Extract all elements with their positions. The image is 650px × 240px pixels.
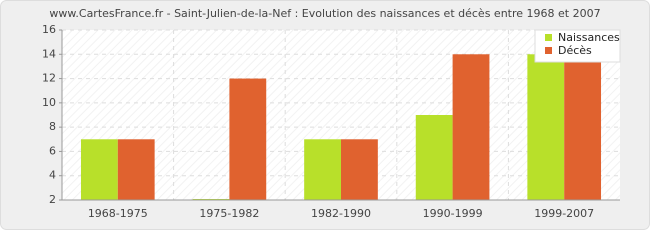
x-tick-label: 1999-2007 bbox=[534, 207, 594, 220]
bar bbox=[304, 139, 341, 200]
y-tick-label: 6 bbox=[49, 144, 56, 157]
x-tick-label: 1968-1975 bbox=[88, 207, 148, 220]
legend-label: Naissances bbox=[558, 31, 620, 44]
bar bbox=[80, 139, 118, 200]
legend-box bbox=[534, 29, 621, 63]
y-tick-label: 10 bbox=[42, 96, 56, 109]
legend-swatch bbox=[545, 34, 552, 41]
x-tick-label: 1982-1990 bbox=[311, 207, 371, 220]
bar bbox=[341, 139, 378, 200]
bar bbox=[229, 78, 267, 200]
y-tick-label: 14 bbox=[42, 47, 56, 60]
legend-label: Décès bbox=[558, 44, 592, 57]
bar bbox=[527, 54, 565, 201]
y-tick-label: 2 bbox=[49, 193, 56, 206]
legend-swatch bbox=[545, 47, 552, 54]
y-tick-label: 12 bbox=[42, 72, 56, 85]
bar bbox=[117, 139, 155, 200]
bar bbox=[415, 115, 453, 200]
x-tick-label: 1975-1982 bbox=[199, 207, 259, 220]
x-tick-label: 1990-1999 bbox=[423, 207, 483, 220]
bar bbox=[452, 54, 490, 201]
y-tick-label: 8 bbox=[49, 120, 56, 133]
y-tick-label: 4 bbox=[49, 169, 56, 182]
chart-title: www.CartesFrance.fr - Saint-Julien-de-la… bbox=[49, 7, 600, 20]
bar bbox=[564, 54, 602, 201]
chart: www.CartesFrance.fr - Saint-Julien-de-la… bbox=[0, 0, 650, 230]
y-tick-label: 16 bbox=[42, 23, 56, 36]
